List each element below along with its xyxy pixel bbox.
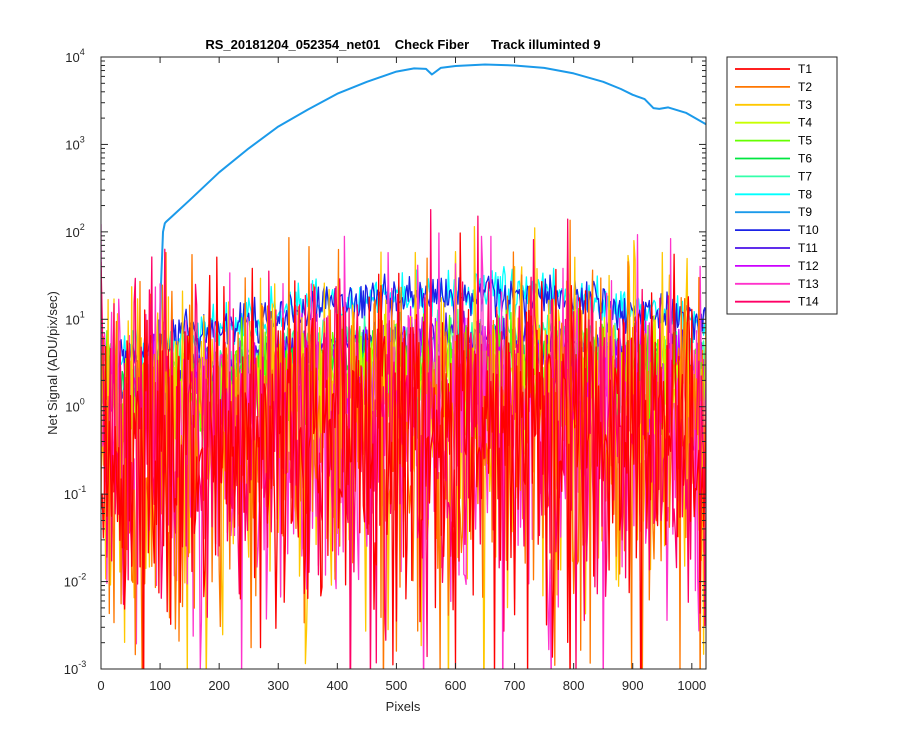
x-tick-label: 0 [97, 678, 104, 693]
plot-area: 0 100 200 300 400 500 600 700 800 900 1000 10-310-… [64, 47, 707, 693]
x-tick-label: 700 [504, 678, 526, 693]
legend-items: T1 T2 T3 T4 T5 T6 T7 T8 T9 T10 T11 T12 T13 T14 [735, 62, 819, 309]
legend: T1 T2 T3 T4 T5 T6 T7 T8 T9 T10 T11 T12 T13 T14 [726, 56, 838, 315]
series-line-t1 [101, 232, 706, 669]
legend-label-t1: T1 [798, 62, 812, 76]
x-tick-label: 200 [208, 678, 230, 693]
legend-label-t14: T14 [798, 295, 819, 309]
legend-label-t2: T2 [798, 80, 812, 94]
y-axis-label: Net Signal (ADU/pix/sec) [45, 291, 60, 435]
x-tick-label: 800 [563, 678, 585, 693]
y-tick-label: 101 [65, 309, 84, 327]
chart-title: RS_20181204_052354_net01 Check Fiber Tra… [205, 37, 600, 52]
series-line-t14 [101, 208, 706, 669]
x-tick-label: 900 [622, 678, 644, 693]
y-tick-label: 104 [65, 47, 84, 65]
legend-label-t9: T9 [798, 205, 812, 219]
legend-label-t5: T5 [798, 134, 812, 148]
legend-label-t6: T6 [798, 152, 812, 166]
y-tick-label: 100 [65, 397, 84, 415]
x-tick-label: 100 [149, 678, 171, 693]
series-layer [101, 63, 706, 669]
legend-box [726, 56, 838, 315]
y-tick-label: 10-1 [64, 484, 86, 502]
legend-label-t11: T11 [798, 241, 818, 255]
x-axis-label: Pixels [386, 699, 421, 714]
legend-label-t7: T7 [798, 169, 812, 183]
legend-label-t10: T10 [798, 223, 819, 237]
y-axis: 10-3 10-2 10-1 100 101 102 103 104 [64, 47, 706, 677]
x-tick-label: 300 [267, 678, 289, 693]
legend-label-t13: T13 [798, 277, 819, 291]
y-tick-label: 102 [65, 222, 84, 240]
legend-label-t8: T8 [798, 187, 812, 201]
x-tick-label: 600 [445, 678, 467, 693]
series-line-t10 [101, 273, 706, 385]
x-tick-label: 1000 [677, 678, 706, 693]
legend-label-t3: T3 [798, 98, 812, 112]
y-tick-label: 103 [65, 134, 84, 152]
x-tick-label: 500 [386, 678, 408, 693]
y-tick-label: 10-3 [64, 659, 86, 677]
y-tick-label: 10-2 [64, 572, 86, 590]
legend-label-t12: T12 [798, 259, 819, 273]
axes-box [100, 56, 707, 670]
x-tick-label: 400 [326, 678, 348, 693]
legend-label-t4: T4 [798, 116, 812, 130]
x-axis: 0 100 200 300 400 500 600 700 800 900 1000 [97, 57, 706, 693]
